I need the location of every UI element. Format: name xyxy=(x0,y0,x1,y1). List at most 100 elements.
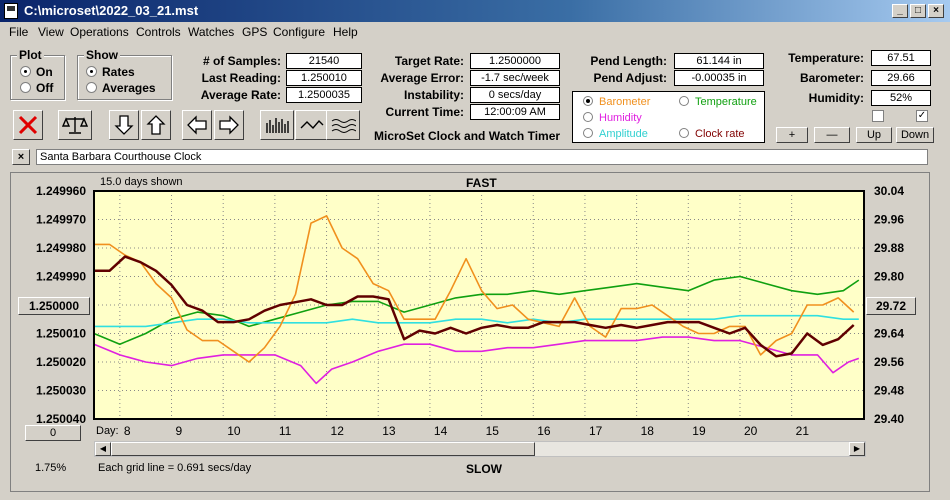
days-shown-label: 15.0 days shown xyxy=(100,176,183,188)
pend-length-value[interactable]: 61.144 in xyxy=(674,53,764,69)
menu-controls[interactable]: Controls xyxy=(136,25,181,39)
radio-icon xyxy=(583,128,593,138)
time-scrollbar[interactable]: ◀ ▶ xyxy=(94,441,866,457)
arrow-down-button[interactable] xyxy=(109,110,139,140)
down-button[interactable]: Down xyxy=(896,127,934,143)
left-tick-label: 1.250040 xyxy=(36,412,86,426)
series-clock-rate xyxy=(94,255,855,358)
current-time-value: 12:00:09 AM xyxy=(470,104,560,120)
grid-note: Each grid line = 0.691 secs/day xyxy=(98,462,252,474)
humidity-label: Humidity: xyxy=(808,91,864,105)
radio-icon xyxy=(583,96,593,106)
show-group: Show Rates Averages xyxy=(77,48,172,100)
left-tick-label: 1.250030 xyxy=(36,384,86,398)
legend-temperature[interactable]: Temperature xyxy=(679,96,757,108)
up-button[interactable]: Up xyxy=(856,127,892,143)
clock-name-field[interactable]: Santa Barbara Courthouse Clock xyxy=(36,149,928,165)
clear-clock-button[interactable]: × xyxy=(12,149,30,165)
stop-button[interactable] xyxy=(13,110,43,140)
plot-series xyxy=(93,215,860,385)
menu-gps[interactable]: GPS xyxy=(242,25,268,39)
menu-help[interactable]: Help xyxy=(333,25,358,39)
left-tick-label: 1.249960 xyxy=(36,184,86,198)
right-checkbox[interactable]: ✓ xyxy=(916,110,928,122)
samples-value: 21540 xyxy=(286,53,362,69)
samples-label: # of Samples: xyxy=(202,54,281,68)
x-axis-ticks: 8 9 10 11 12 13 14 15 16 17 18 19 20 21 xyxy=(124,424,809,438)
left-checkbox[interactable] xyxy=(872,110,884,122)
maximize-button[interactable]: □ xyxy=(910,4,926,18)
app-icon[interactable] xyxy=(4,3,18,19)
show-rates-radio[interactable]: Rates xyxy=(86,65,135,79)
radio-icon xyxy=(679,96,689,106)
series-temperature xyxy=(93,275,860,346)
pend-adjust-label: Pend Adjust: xyxy=(593,71,667,85)
right-tick-label: 29.40 xyxy=(874,412,904,426)
decrease-button[interactable]: — xyxy=(814,127,850,143)
minimize-button[interactable]: _ xyxy=(892,4,908,18)
scroll-thumb[interactable] xyxy=(111,442,535,456)
x-tick-label: 21 xyxy=(796,424,810,438)
zero-button[interactable]: 0 xyxy=(25,425,81,441)
average-rate-label: Average Rate: xyxy=(200,88,281,102)
arrow-down-icon xyxy=(114,115,134,135)
arrow-left-icon xyxy=(187,115,207,135)
last-reading-value: 1.250010 xyxy=(286,70,362,86)
x-axis-label: Day: xyxy=(96,425,119,437)
instability-label: Instability: xyxy=(403,88,464,102)
arrow-left-button[interactable] xyxy=(182,110,212,140)
x-tick-label: 12 xyxy=(331,424,345,438)
menu-bar: File View Operations Controls Watches GP… xyxy=(0,22,950,42)
balance-button[interactable] xyxy=(58,110,92,140)
arrow-right-button[interactable] xyxy=(214,110,244,140)
scroll-left-icon[interactable]: ◀ xyxy=(95,442,111,456)
series-selector: Barometer Temperature Humidity Amplitude… xyxy=(572,91,765,143)
wave-graph-icon xyxy=(331,119,356,133)
x-tick-label: 10 xyxy=(227,424,241,438)
legend-humidity[interactable]: Humidity xyxy=(583,112,642,124)
window-title: C:\microset\2022_03_21.mst xyxy=(24,3,199,18)
x-tick-label: 20 xyxy=(744,424,758,438)
menu-view[interactable]: View xyxy=(38,25,64,39)
pend-adjust-value: -0.00035 in xyxy=(674,70,764,86)
plot-off-radio[interactable]: Off xyxy=(20,81,53,95)
x-tick-label: 13 xyxy=(382,424,396,438)
red-x-icon xyxy=(18,115,38,135)
left-axis-ticks: 1.249960 1.249970 1.249980 1.249990 1.250010… xyxy=(36,184,86,426)
x-tick-label: 14 xyxy=(434,424,448,438)
series-barometer xyxy=(94,215,855,363)
legend-barometer[interactable]: Barometer xyxy=(583,96,650,108)
histogram-button[interactable] xyxy=(260,110,294,140)
menu-operations[interactable]: Operations xyxy=(70,25,129,39)
menu-configure[interactable]: Configure xyxy=(273,25,326,39)
close-button[interactable]: × xyxy=(928,4,944,18)
right-tick-label: 30.04 xyxy=(874,184,904,198)
left-center-button[interactable]: 1.250000 xyxy=(18,297,90,315)
plot-group-label: Plot xyxy=(17,48,44,62)
legend-amplitude[interactable]: Amplitude xyxy=(583,128,648,140)
menu-watches[interactable]: Watches xyxy=(188,25,235,39)
plot-group: Plot On Off xyxy=(10,48,65,100)
left-tick-label: 1.249990 xyxy=(36,270,86,284)
x-tick-label: 15 xyxy=(486,424,500,438)
legend-clock-rate[interactable]: Clock rate xyxy=(679,128,745,140)
arrow-up-icon xyxy=(146,115,166,135)
left-tick-label: 1.249970 xyxy=(36,213,86,227)
left-tick-label: 1.249980 xyxy=(36,241,86,255)
arrow-up-button[interactable] xyxy=(141,110,171,140)
x-tick-label: 8 xyxy=(124,424,131,438)
increase-button[interactable]: + xyxy=(776,127,808,143)
menu-file[interactable]: File xyxy=(9,25,29,39)
histogram-icon xyxy=(266,118,289,133)
scroll-right-icon[interactable]: ▶ xyxy=(849,442,865,456)
x-tick-label: 11 xyxy=(279,424,292,438)
wave-graph-button[interactable] xyxy=(326,110,360,140)
plot-on-radio[interactable]: On xyxy=(20,65,53,79)
x-tick-label: 18 xyxy=(641,424,655,438)
show-averages-radio[interactable]: Averages xyxy=(86,81,156,95)
barometer-value: 29.66 xyxy=(871,70,931,86)
x-tick-label: 9 xyxy=(176,424,183,438)
current-time-label: Current Time: xyxy=(385,105,464,119)
target-rate-value[interactable]: 1.2500000 xyxy=(470,53,560,69)
right-center-button[interactable]: 29.72 xyxy=(866,297,916,315)
